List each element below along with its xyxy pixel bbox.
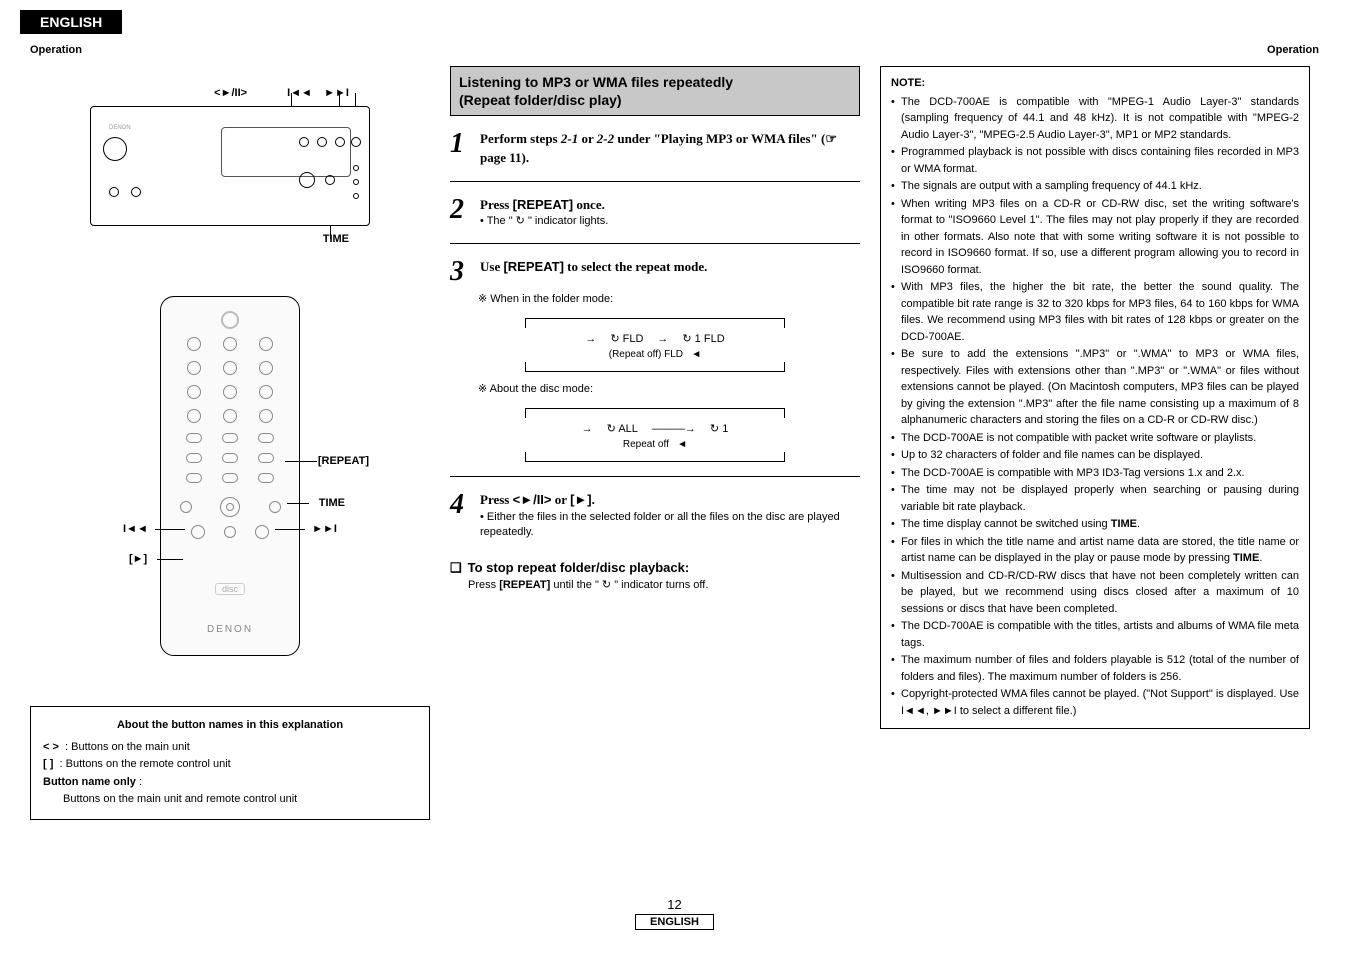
- step3-text2: to select the repeat mode.: [564, 259, 707, 274]
- all-label: ↻ ALL: [607, 422, 638, 435]
- step1-ref1: 2-1: [561, 131, 578, 146]
- note-item: The time display cannot be switched usin…: [891, 516, 1299, 533]
- note-item: The signals are output with a sampling f…: [891, 178, 1299, 195]
- step4-btn1: <►/II>: [513, 492, 552, 507]
- step-2: 2 Press [REPEAT] once. • The " ↻ " indic…: [450, 196, 860, 230]
- fld-label: ↻ FLD: [610, 332, 643, 345]
- stop-title: To stop repeat folder/disc playback:: [450, 560, 860, 576]
- step1-mid: or: [578, 131, 597, 146]
- note-list: The DCD-700AE is compatible with "MPEG-1…: [891, 94, 1299, 720]
- note-item: The DCD-700AE is compatible with MP3 ID3…: [891, 465, 1299, 482]
- disc-mode-diagram: → ↻ ALL ———→ ↻ 1 Repeat off ◄: [505, 405, 805, 462]
- note-item: Copyright-protected WMA files cannot be …: [891, 686, 1299, 719]
- step1-ref2: 2-2: [597, 131, 614, 146]
- repeat-off: Repeat off: [623, 439, 669, 450]
- note-item: For files in which the title name and ar…: [891, 534, 1299, 567]
- step3-button: [REPEAT]: [503, 259, 563, 274]
- step2-button: [REPEAT]: [513, 197, 573, 212]
- page-content: Operation Operation <►/II> I◄◄ ►►I: [0, 34, 1349, 820]
- operation-label-right: Operation: [1267, 44, 1319, 56]
- note-item: Multisession and CD-R/CD-RW discs that h…: [891, 568, 1299, 618]
- middle-column: Listening to MP3 or WMA files repeatedly…: [450, 66, 860, 820]
- note-item: Up to 32 characters of folder and file n…: [891, 447, 1299, 464]
- about-title: About the button names in this explanati…: [43, 717, 417, 735]
- step-4: 4 Press <►/II> or [►]. • Either the file…: [450, 491, 860, 540]
- about-name-only-prefix: Button name only: [43, 776, 136, 788]
- stop-section: To stop repeat folder/disc playback: Pre…: [450, 560, 860, 591]
- repeat-off-fld: (Repeat off) FLD: [609, 349, 683, 360]
- note-item: With MP3 files, the higher the bit rate,…: [891, 279, 1299, 345]
- about-line2: : Buttons on the remote control unit: [60, 758, 231, 770]
- step4-mid: or: [552, 492, 571, 507]
- section-header: Listening to MP3 or WMA files repeatedly…: [450, 66, 860, 116]
- step-1: 1 Perform steps 2-1 or 2-2 under "Playin…: [450, 130, 860, 166]
- step1-number: 1: [450, 130, 472, 158]
- remote-prev-label: I◄◄: [123, 523, 148, 535]
- main-unit-diagram: <►/II> I◄◄ ►►I DE: [90, 106, 370, 226]
- step-3: 3 Use [REPEAT] to select the repeat mode…: [450, 258, 860, 286]
- about-square-brackets: [ ]: [43, 758, 53, 770]
- remote-time-label: TIME: [319, 497, 345, 509]
- about-line3-colon: :: [139, 776, 142, 788]
- right-column: NOTE: The DCD-700AE is compatible with "…: [880, 66, 1310, 820]
- left-column: <►/II> I◄◄ ►►I DE: [30, 66, 430, 820]
- note-item: When writing MP3 files on a CD-R or CD-R…: [891, 196, 1299, 279]
- note-box: NOTE: The DCD-700AE is compatible with "…: [880, 66, 1310, 729]
- note-title: NOTE:: [891, 75, 1299, 92]
- footer-language: ENGLISH: [635, 914, 714, 930]
- note-item: The time may not be displayed properly w…: [891, 482, 1299, 515]
- section-title-line1: Listening to MP3 or WMA files repeatedly: [459, 73, 851, 91]
- stop-button: [REPEAT]: [499, 579, 550, 591]
- folder-mode-diagram: → ↻ FLD → ↻ 1 FLD (Repeat off) FLD ◄: [505, 315, 805, 372]
- step2-text2: once.: [573, 197, 605, 212]
- step3-number: 3: [450, 258, 472, 286]
- remote-diagram: disc DENON [REPEAT] TIME ►►I I◄◄ [►]: [160, 296, 300, 656]
- step4-text2: .: [592, 492, 595, 507]
- about-line4: Buttons on the main unit and remote cont…: [43, 791, 417, 809]
- step1-text-a: Perform steps: [480, 131, 561, 146]
- stop-text-a: Press: [468, 579, 499, 591]
- step2-text: Press: [480, 197, 513, 212]
- unit-next-label: ►►I: [324, 87, 349, 99]
- unit-time-label: TIME: [323, 233, 349, 245]
- section-title-line2: (Repeat folder/disc play): [459, 91, 851, 109]
- remote-brand: DENON: [161, 624, 299, 635]
- one-label: ↻ 1: [710, 422, 728, 435]
- note-item: The maximum number of files and folders …: [891, 652, 1299, 685]
- remote-next-label: ►►I: [312, 523, 337, 535]
- step4-number: 4: [450, 491, 472, 519]
- note-item: The DCD-700AE is compatible with "MPEG-1…: [891, 94, 1299, 144]
- step3-text: Use: [480, 259, 503, 274]
- step4-sub: • Either the files in the selected folde…: [480, 510, 860, 541]
- step2-sub: • The " ↻ " indicator lights.: [480, 214, 608, 229]
- about-button-names-box: About the button names in this explanati…: [30, 706, 430, 820]
- language-tab: ENGLISH: [20, 10, 122, 34]
- folder-mode-note: ※ When in the folder mode:: [478, 292, 860, 305]
- note-item: Be sure to add the extensions ".MP3" or …: [891, 346, 1299, 429]
- step4-btn2: [►]: [570, 492, 592, 507]
- page-number: 12: [0, 897, 1349, 912]
- step4-text: Press: [480, 492, 513, 507]
- remote-repeat-label: [REPEAT]: [318, 455, 369, 467]
- remote-play-label: [►]: [129, 553, 147, 565]
- one-fld-label: ↻ 1 FLD: [682, 332, 724, 345]
- page-footer: 12 ENGLISH: [0, 897, 1349, 930]
- stop-text-b: until the " ↻ " indicator turns off.: [550, 579, 708, 591]
- about-line1: : Buttons on the main unit: [65, 741, 190, 753]
- step2-number: 2: [450, 196, 472, 224]
- operation-label-left: Operation: [30, 44, 82, 56]
- note-item: The DCD-700AE is compatible with the tit…: [891, 618, 1299, 651]
- note-item: Programmed playback is not possible with…: [891, 144, 1299, 177]
- disc-mode-note: ※ About the disc mode:: [478, 382, 860, 395]
- about-angle-brackets: < >: [43, 741, 59, 753]
- unit-play-pause-label: <►/II>: [214, 87, 247, 99]
- note-item: The DCD-700AE is not compatible with pac…: [891, 430, 1299, 447]
